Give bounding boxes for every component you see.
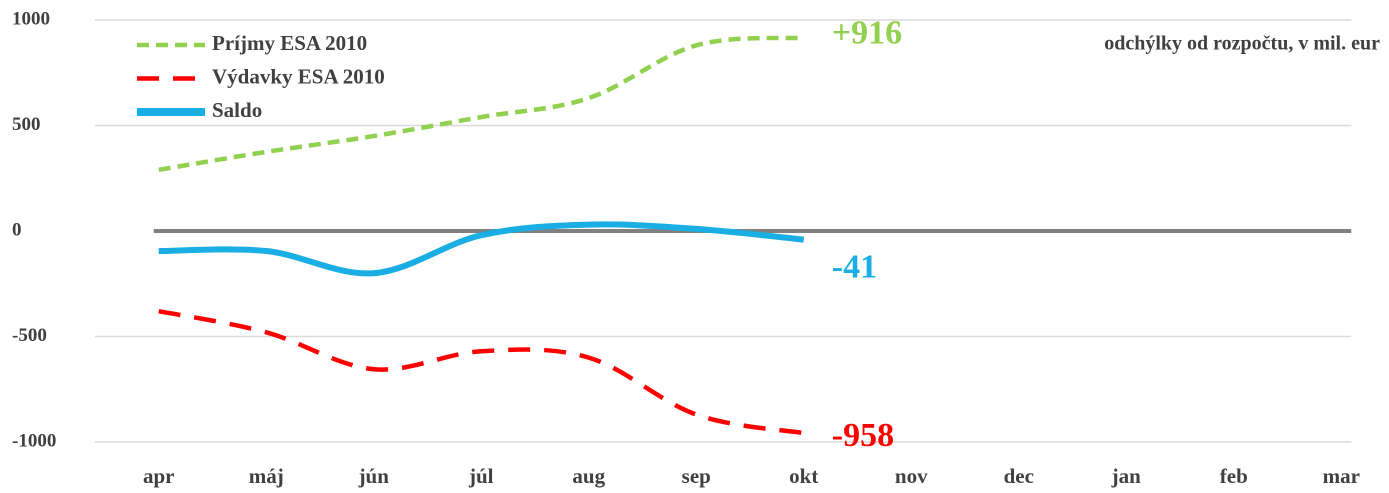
legend-label: Výdavky ESA 2010 — [212, 64, 385, 88]
x-tick-label: dec — [1004, 464, 1034, 488]
x-tick-label: júl — [468, 464, 494, 488]
y-tick-label: 500 — [12, 114, 41, 135]
series-line — [158, 35, 804, 173]
y-tick-label: -500 — [12, 325, 47, 346]
series-line — [158, 308, 805, 436]
x-tick-label: máj — [249, 464, 284, 488]
x-tick-label: okt — [789, 464, 818, 488]
value-label: +916 — [832, 15, 902, 52]
x-tick-label: jan — [1111, 464, 1141, 488]
x-tick-label: aug — [572, 464, 605, 488]
legend-label: Príjmy ESA 2010 — [212, 31, 367, 55]
legend-label: Saldo — [212, 98, 262, 122]
x-tick-label: feb — [1220, 464, 1248, 488]
x-tick-label: apr — [143, 464, 175, 488]
x-tick-label: mar — [1323, 464, 1360, 488]
series-line — [158, 221, 805, 277]
x-tick-label: sep — [682, 464, 711, 488]
annotation: odchýlky od rozpočtu, v mil. eur — [1104, 33, 1380, 55]
y-tick-label: -1000 — [12, 430, 56, 451]
y-tick-label: 0 — [12, 219, 22, 240]
y-tick-label: 1000 — [12, 8, 50, 29]
x-tick-label: nov — [895, 464, 928, 488]
value-label: -958 — [832, 417, 894, 454]
x-tick-label: jún — [358, 464, 390, 488]
value-label: -41 — [832, 248, 877, 285]
